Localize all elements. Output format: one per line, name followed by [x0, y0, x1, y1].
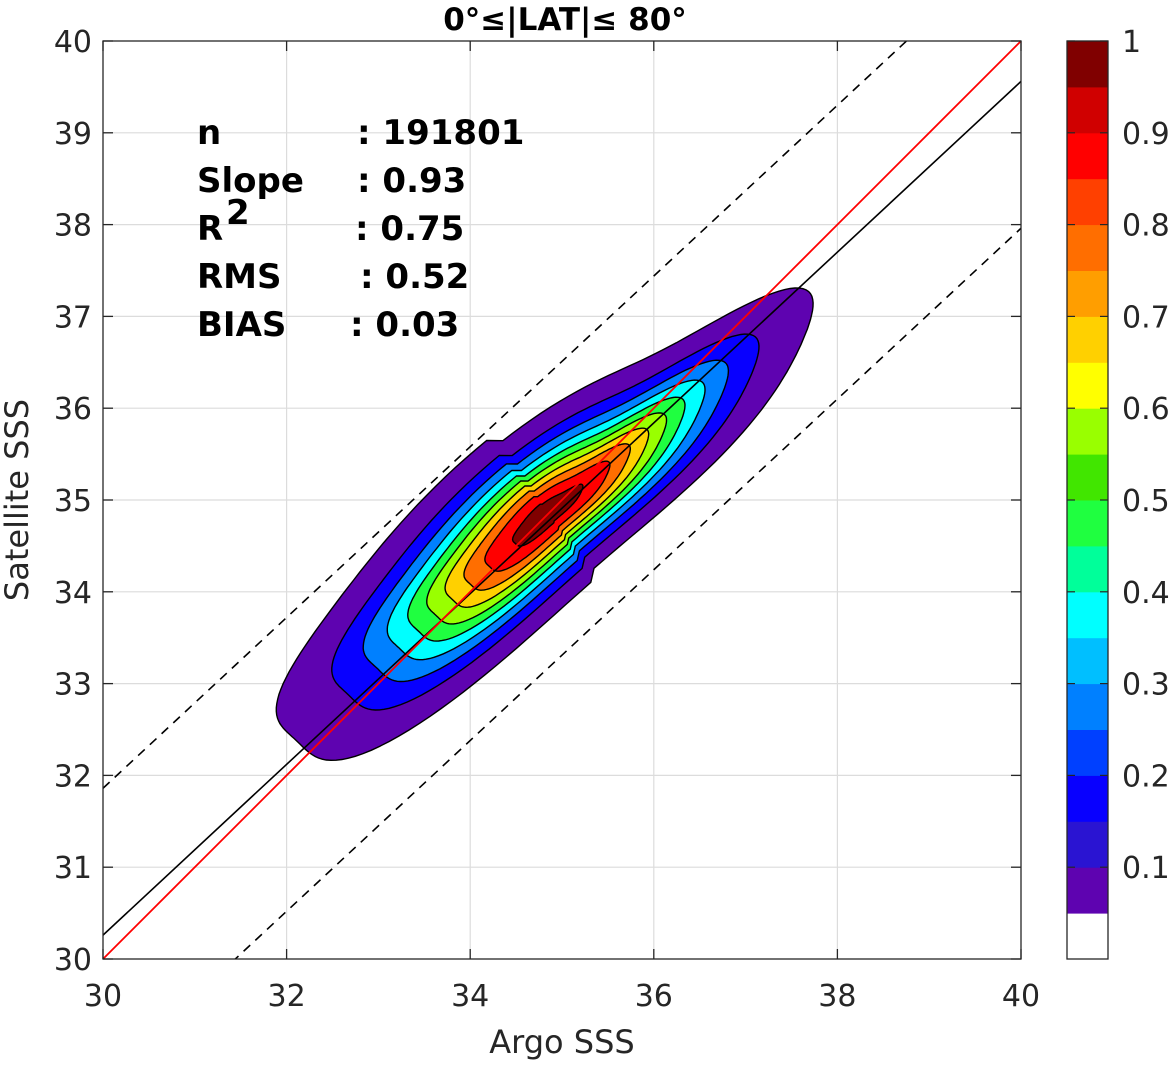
- y-tick-label: 34: [54, 576, 92, 611]
- stat-label-n: n: [197, 113, 221, 153]
- colorbar: 1 0.9 0.8 0.7 0.6 0.5 0.4 0.3 0.2 0.1: [1066, 25, 1170, 960]
- colorbar-tick-label: 0.9: [1122, 117, 1170, 152]
- x-tick-label: 36: [635, 979, 673, 1014]
- colorbar-segment: [1067, 683, 1108, 730]
- stat-value-r: : 0.75: [355, 209, 464, 249]
- colorbar-segment: [1067, 775, 1108, 822]
- colorbar-segment: [1067, 178, 1108, 226]
- colorbar-tick-label: 0.5: [1122, 484, 1170, 519]
- x-tick-label: 30: [84, 979, 122, 1014]
- stat-label-superscript: 2: [226, 193, 250, 233]
- colorbar-segment: [1067, 132, 1108, 180]
- colorbar-segment: [1067, 545, 1108, 593]
- grid-lines: [103, 41, 1021, 959]
- x-tick-label: 40: [1002, 979, 1040, 1014]
- chart-title: 0°≤|LAT|≤ 80°: [443, 2, 687, 38]
- y-tick-label: 31: [54, 851, 92, 886]
- confidence-line-upper: [103, 41, 908, 789]
- colorbar-segment: [1067, 362, 1108, 409]
- statistics-box: n : 191801 Slope : 0.93 R 2 : 0.75 RMS : 0.52 BIA…: [197, 113, 524, 345]
- colorbar-tick-label: 0.2: [1122, 759, 1170, 794]
- colorbar-segment: [1067, 41, 1108, 88]
- colorbar-segment: [1067, 913, 1108, 960]
- stat-label-r: R: [197, 209, 223, 249]
- y-axis-label: Satellite SSS: [0, 399, 36, 601]
- stat-value-n: : 191801: [357, 113, 524, 153]
- confidence-line-lower: [234, 227, 1021, 959]
- stat-value-bias: : 0.03: [350, 305, 459, 345]
- stat-label-rms: RMS: [197, 257, 282, 297]
- x-tick-label: 38: [818, 979, 856, 1014]
- colorbar-tick-label: 0.1: [1122, 851, 1170, 886]
- identity-line: [103, 41, 1021, 959]
- colorbar-tick-label: 0.7: [1122, 300, 1170, 335]
- y-tick-labels: 30 31 32 33 34 35 36 37 38 39 40: [54, 25, 92, 978]
- regression-line: [103, 80, 1021, 936]
- y-tick-label: 33: [54, 668, 92, 703]
- reference-lines: [103, 41, 1021, 959]
- x-tick-label: 32: [268, 979, 306, 1014]
- colorbar-tick-label: 0.8: [1122, 209, 1170, 244]
- y-tick-label: 36: [54, 392, 92, 427]
- colorbar-segment: [1067, 454, 1108, 501]
- stat-value-rms: : 0.52: [360, 257, 469, 297]
- colorbar-tick-label: 0.3: [1122, 668, 1170, 703]
- x-tick-labels: 30 32 34 36 38 40: [84, 979, 1040, 1014]
- colorbar-segment: [1067, 224, 1108, 271]
- y-tick-label: 37: [54, 300, 92, 335]
- colorbar-tick-label: 0.4: [1122, 576, 1170, 611]
- y-tick-label: 39: [54, 117, 92, 152]
- colorbar-segment: [1067, 500, 1108, 547]
- colorbar-segment: [1067, 591, 1108, 639]
- colorbar-segment: [1067, 821, 1108, 868]
- colorbar-segment: [1067, 867, 1108, 914]
- colorbar-segment: [1067, 270, 1108, 317]
- colorbar-segment: [1067, 729, 1108, 776]
- colorbar-tick-label: 0.6: [1122, 392, 1170, 427]
- y-tick-label: 38: [54, 209, 92, 244]
- y-tick-label: 30: [54, 943, 92, 978]
- x-tick-label: 34: [451, 979, 489, 1014]
- y-tick-label: 32: [54, 759, 92, 794]
- colorbar-segment: [1067, 408, 1108, 455]
- colorbar-segment: [1067, 86, 1108, 134]
- y-tick-label: 40: [54, 25, 92, 60]
- y-tick-label: 35: [54, 484, 92, 519]
- axis-ticks: [102, 40, 1022, 960]
- stat-value-slope: : 0.93: [357, 161, 466, 201]
- colorbar-segment: [1067, 637, 1108, 685]
- colorbar-segment: [1067, 316, 1108, 363]
- x-axis-label: Argo SSS: [489, 1023, 634, 1061]
- stat-label-slope: Slope: [197, 161, 304, 201]
- colorbar-tick-label: 1: [1122, 25, 1141, 60]
- stat-label-bias: BIAS: [197, 305, 286, 345]
